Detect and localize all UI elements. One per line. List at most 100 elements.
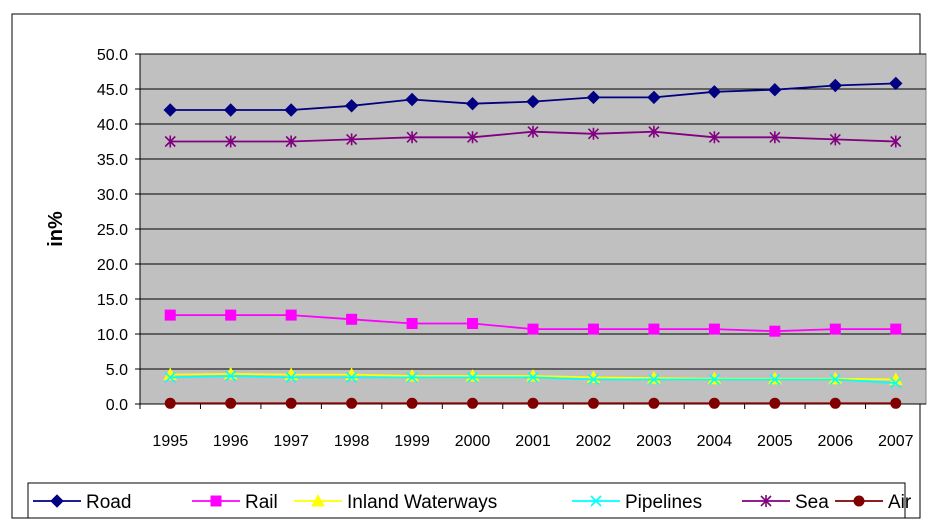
point-road — [828, 78, 843, 93]
x-tick-label: 2004 — [697, 433, 733, 450]
point-rail — [648, 323, 660, 335]
x-tick-label: 2002 — [576, 433, 612, 450]
legend-label-pipelines: Pipelines — [625, 492, 702, 513]
point-sea — [285, 135, 297, 148]
point-air — [890, 397, 902, 409]
x-tick-label: 2000 — [455, 433, 491, 450]
point-pipelines — [829, 373, 841, 386]
y-tick-label: 50.0 — [97, 47, 128, 64]
point-air — [406, 397, 418, 409]
x-tick-label: 2003 — [636, 433, 672, 450]
point-sea — [406, 131, 418, 144]
point-pipelines — [769, 373, 781, 386]
point-pipelines — [466, 371, 479, 383]
x-tick-label: 1998 — [334, 433, 370, 450]
legend-marker-inland-waterways — [311, 493, 325, 507]
series-layer — [163, 76, 903, 409]
x-tick-label: 1996 — [213, 433, 249, 450]
point-rail — [225, 309, 237, 321]
point-air — [346, 397, 358, 409]
point-pipelines — [225, 370, 237, 382]
y-tick-label: 5.0 — [106, 362, 128, 379]
point-rail — [406, 318, 418, 329]
point-road — [889, 76, 903, 91]
x-tick-label: 2001 — [515, 433, 551, 450]
legend-item-road: Road — [33, 492, 131, 513]
x-tick-label: 1997 — [273, 433, 309, 450]
x-tick-label: 1995 — [152, 433, 188, 450]
point-air — [708, 397, 720, 409]
legend-marker-road — [50, 494, 64, 508]
point-rail — [587, 323, 599, 335]
point-pipelines — [527, 371, 539, 383]
legend-marker-rail — [210, 495, 222, 507]
point-air — [829, 397, 841, 409]
legend-label-inland-waterways: Inland Waterways — [347, 492, 497, 513]
y-tick-label: 0.0 — [106, 397, 128, 414]
y-tick-label: 10.0 — [97, 327, 128, 344]
legend-label-air: Air — [888, 492, 912, 513]
point-road — [647, 90, 661, 105]
legend-item-rail: Rail — [192, 492, 278, 513]
point-sea — [829, 133, 841, 146]
point-sea — [587, 127, 600, 140]
point-sea — [346, 133, 358, 146]
y-axis-label: in% — [45, 211, 67, 247]
y-axis-ticks: 0.0 5.0 10.0 15.0 20.0 25.0 30.0 35.0 40.0 45.0 50… — [97, 47, 141, 414]
point-rail — [769, 325, 781, 337]
point-air — [225, 397, 237, 409]
point-air — [285, 397, 297, 409]
point-sea — [527, 125, 539, 138]
y-tick-label: 15.0 — [97, 292, 128, 309]
point-road — [284, 103, 298, 117]
point-rail — [164, 309, 176, 321]
point-rail — [285, 309, 297, 321]
legend-item-inland-waterways: Inland Waterways — [294, 492, 497, 513]
point-sea — [769, 131, 781, 144]
point-sea — [708, 131, 720, 144]
point-road — [163, 103, 177, 117]
point-sea — [225, 135, 237, 148]
point-inland-waterways — [707, 371, 722, 385]
point-air — [164, 397, 176, 409]
point-sea — [466, 131, 479, 144]
point-air — [587, 397, 599, 409]
point-road — [526, 94, 540, 109]
point-air — [648, 397, 660, 409]
point-pipelines — [587, 373, 600, 386]
point-pipelines — [890, 377, 902, 389]
point-inland-waterways — [768, 371, 782, 385]
point-pipelines — [648, 373, 660, 386]
y-tick-label: 35.0 — [97, 152, 128, 169]
point-pipelines — [406, 371, 418, 383]
point-sea — [890, 135, 902, 148]
x-tick-label: 2007 — [878, 433, 914, 450]
legend-label-sea: Sea — [795, 492, 829, 513]
legend-item-air: Air — [835, 492, 912, 513]
series-road — [163, 76, 903, 117]
point-rail — [829, 323, 841, 335]
legend-label-road: Road — [86, 492, 131, 513]
legend-item-sea: Sea — [742, 492, 829, 513]
point-pipelines — [164, 371, 176, 383]
point-road — [707, 85, 722, 99]
point-inland-waterways — [828, 371, 843, 385]
legend-marker-air — [853, 495, 865, 507]
y-tick-label: 30.0 — [97, 187, 128, 204]
point-air — [527, 397, 539, 409]
point-road — [465, 96, 480, 111]
point-road — [586, 90, 601, 105]
point-rail — [890, 323, 902, 335]
x-tick-label: 2005 — [757, 433, 793, 450]
point-rail — [346, 313, 358, 325]
legend-label-rail: Rail — [245, 492, 278, 513]
y-tick-label: 20.0 — [97, 257, 128, 274]
y-tick-label: 25.0 — [97, 222, 128, 239]
point-road — [344, 99, 359, 113]
point-road — [223, 103, 238, 117]
y-tick-label: 45.0 — [97, 82, 128, 99]
legend-item-pipelines: Pipelines — [572, 492, 702, 513]
point-sea — [164, 135, 176, 148]
point-air — [467, 397, 479, 409]
